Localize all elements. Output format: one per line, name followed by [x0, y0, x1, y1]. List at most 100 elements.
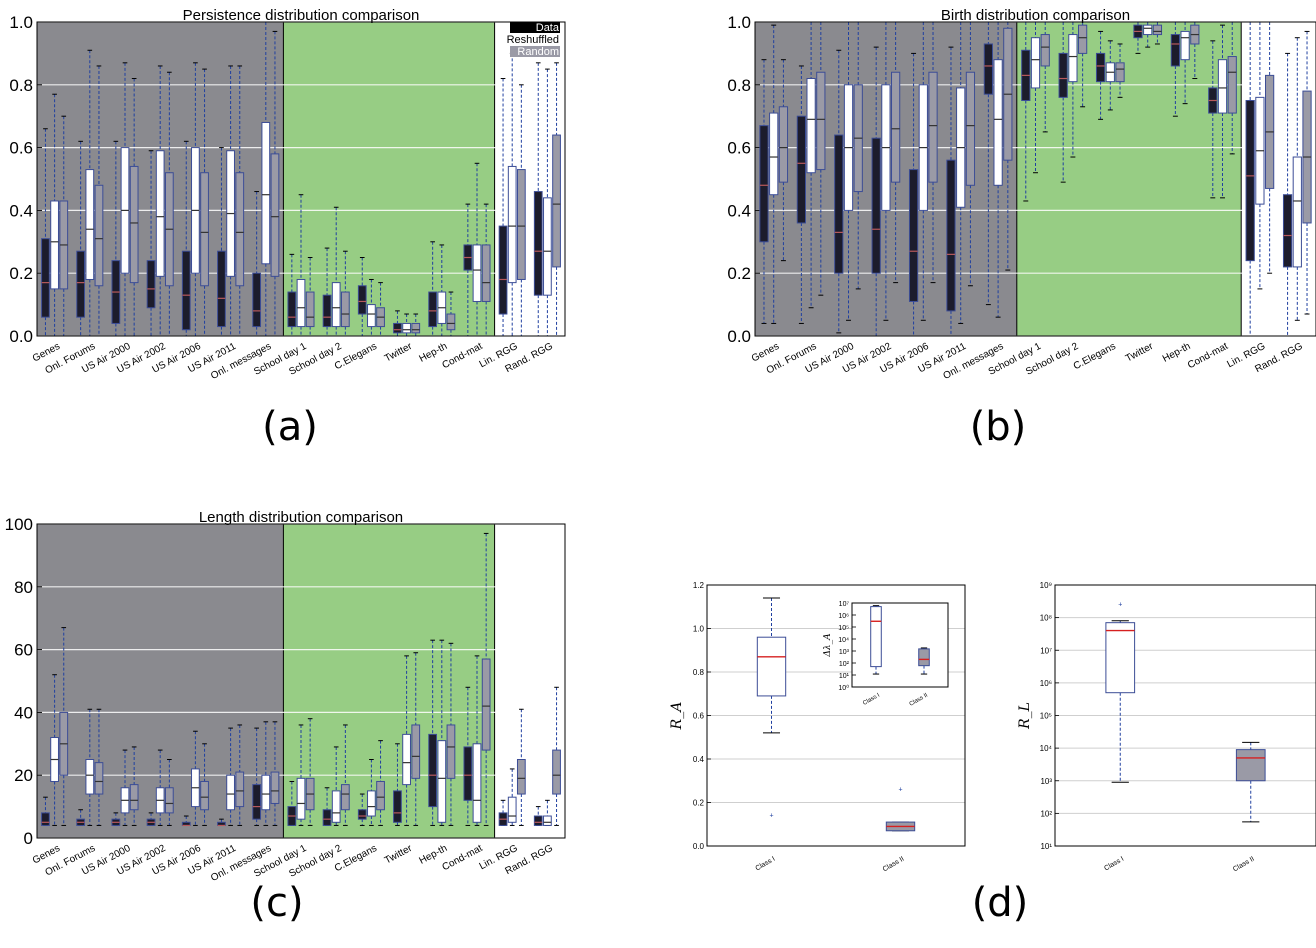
y-tick-label: 1.0: [9, 13, 33, 32]
y-tick-label: 10⁹: [1040, 581, 1052, 590]
y-tick-label: 10⁵: [838, 625, 849, 632]
box-random: [1078, 24, 1088, 54]
box-data: [834, 134, 844, 274]
box-random: [446, 724, 456, 779]
box-random: [305, 291, 315, 328]
box-data: [946, 159, 956, 312]
box-random: [340, 784, 350, 811]
box-random: [816, 71, 826, 171]
box-random: [891, 71, 901, 183]
box-reshuffled: [1292, 156, 1302, 268]
box-random: [1227, 56, 1237, 114]
box-random: [200, 780, 209, 811]
y-tick-label: 10²: [839, 661, 850, 668]
y-tick-label: 0.8: [727, 76, 751, 95]
box-data: [146, 260, 156, 309]
box-data: [533, 191, 543, 296]
box-random: [340, 291, 350, 328]
box-random: [552, 749, 561, 795]
y-tick-label: 10⁴: [838, 637, 849, 644]
box-reshuffled: [507, 165, 517, 284]
outlier-marker: +: [1118, 602, 1122, 609]
y-tick-label: 40: [14, 703, 33, 722]
box-random: [516, 759, 526, 795]
inset-frame: [851, 602, 949, 688]
y-axis-label: R_L: [1017, 702, 1033, 730]
x-tick-label: Class I: [1103, 856, 1125, 873]
box-random: [270, 771, 280, 804]
box-reshuffled: [437, 740, 447, 823]
legend-entry: Reshuffled: [507, 34, 559, 46]
region-green-0: [283, 22, 495, 336]
legend-entry: Random: [517, 46, 559, 58]
box-reshuffled: [367, 790, 376, 817]
legend-swatch: [510, 46, 560, 57]
chart-title: Birth distribution comparison: [941, 7, 1130, 24]
box-reshuffled: [806, 78, 816, 174]
box-data: [217, 250, 226, 328]
x-tick-label: Cond-mat: [1186, 341, 1230, 371]
x-tick-label: C.Elegans: [1072, 341, 1118, 372]
x-tick-label: Class II: [882, 856, 906, 874]
box-reshuffled: [331, 790, 341, 823]
panel-label-a: (a): [262, 404, 318, 450]
chart-title: Length distribution comparison: [199, 509, 403, 526]
box-random: [481, 244, 491, 302]
region-green-1: [1016, 22, 1242, 336]
box-reshuffled: [472, 743, 482, 823]
box-random: [235, 172, 245, 287]
box-random: [270, 153, 280, 277]
y-tick-label: 0: [24, 829, 33, 848]
box-data: [463, 746, 473, 801]
box-reshuffled: [226, 774, 235, 811]
x-tick-label: Class I: [754, 856, 776, 873]
box-random: [481, 658, 491, 751]
y-tick-label: 10¹: [1040, 842, 1052, 851]
box-random: [446, 313, 456, 331]
panel-label-b: (b): [969, 404, 1027, 450]
box-data: [871, 137, 881, 274]
box-random: [129, 784, 139, 811]
y-tick-label: 10⁶: [1040, 679, 1052, 688]
box-data: [76, 250, 86, 318]
y-tick-label: 10³: [839, 649, 850, 656]
box-reshuffled: [993, 59, 1003, 186]
box: [756, 636, 787, 697]
box-data: [908, 169, 919, 302]
box-reshuffled: [85, 169, 95, 280]
x-tick-label: Twitter: [1124, 341, 1156, 365]
outlier-marker: +: [898, 786, 902, 793]
box-data: [322, 809, 332, 826]
inset-background: [852, 603, 948, 687]
box-data: [41, 812, 50, 826]
x-tick-label: Twitter: [383, 843, 415, 867]
y-tick-label: 0.2: [727, 264, 751, 283]
y-tick-label: 0.0: [693, 842, 705, 851]
panel-label-c: (c): [250, 880, 304, 926]
box: [918, 648, 930, 667]
box-data: [252, 272, 262, 328]
box-reshuffled: [296, 777, 306, 820]
axes-frame: [1054, 584, 1316, 847]
box-data: [322, 294, 332, 328]
box-data: [287, 291, 297, 328]
box-reshuffled: [402, 733, 411, 786]
outlier-marker: +: [769, 813, 773, 820]
region-green-2: [283, 524, 495, 838]
box-reshuffled: [507, 796, 517, 823]
y-tick-label: 10²: [1040, 809, 1052, 818]
box-data: [393, 790, 402, 823]
box-data: [252, 784, 262, 820]
box-random: [164, 787, 174, 814]
box-reshuffled: [402, 322, 411, 334]
y-axis-label: Δλ_A: [823, 633, 833, 658]
y-tick-label: 10⁵: [1040, 712, 1052, 721]
box-data: [357, 285, 367, 315]
y-tick-label: 0.6: [9, 139, 33, 158]
x-tick-label: Twitter: [383, 341, 415, 365]
box-reshuffled: [85, 759, 95, 795]
y-tick-label: 0.8: [9, 76, 33, 95]
box-data: [498, 225, 508, 315]
box-reshuffled: [1217, 59, 1228, 114]
